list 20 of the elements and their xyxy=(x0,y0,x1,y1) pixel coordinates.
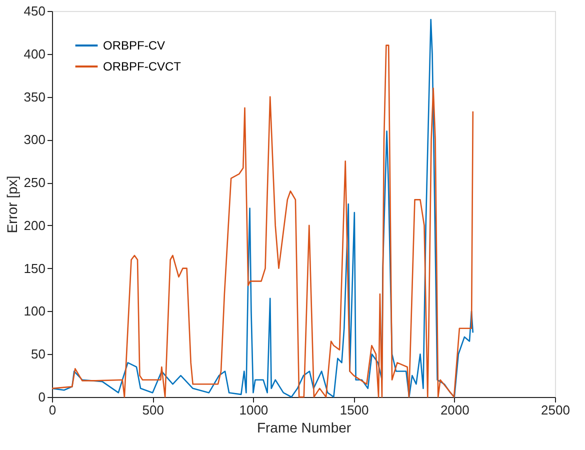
y-tick-label: 300 xyxy=(24,132,46,148)
y-tick-label: 200 xyxy=(24,218,46,233)
legend-label: ORBPF-CV xyxy=(103,38,166,52)
y-tick-label: 250 xyxy=(24,175,46,190)
x-tick-label: 1000 xyxy=(239,402,268,418)
y-tick-label: 350 xyxy=(24,89,46,104)
y-axis-title: Error [px] xyxy=(4,176,20,234)
x-axis-title: Frame Number xyxy=(256,420,352,436)
y-tick-label: 450 xyxy=(24,4,46,18)
x-tick-label: 2000 xyxy=(440,402,470,418)
x-tick-label: 0 xyxy=(48,402,56,418)
y-tick-label: 150 xyxy=(24,260,46,276)
x-tick-label: 2500 xyxy=(541,402,570,418)
y-tick-label: 50 xyxy=(31,346,46,362)
y-tick-label: 100 xyxy=(24,304,46,319)
x-tick-label: 1500 xyxy=(340,402,369,418)
x-tick-label: 500 xyxy=(142,402,164,418)
y-tick-label: 400 xyxy=(24,46,46,62)
legend-label: ORBPF-CVCT xyxy=(103,60,182,74)
y-tick-label: 0 xyxy=(38,390,46,404)
